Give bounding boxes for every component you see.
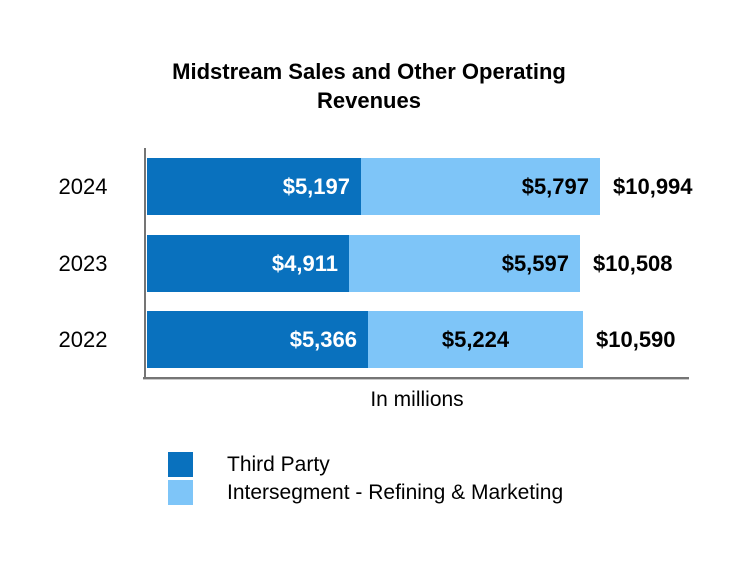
legend-label: Intersegment - Refining & Marketing: [227, 480, 564, 504]
bar-row-2022: $5,366 $5,224 $10,590: [147, 311, 676, 368]
bar-total-2022: $10,590: [596, 326, 676, 352]
x-axis-line: [143, 377, 689, 380]
y-axis-line: [144, 148, 146, 379]
bar-segment-2024-series0: $5,197: [147, 158, 361, 215]
bar-segment-value: $5,224: [441, 326, 510, 352]
legend-item-intersegment: Intersegment - Refining & Marketing: [168, 480, 563, 505]
bar-segment-2022-series1: $5,224: [368, 311, 583, 368]
bar-segment-value: $4,911: [271, 250, 338, 276]
bar-segment-2022-series0: $5,366: [147, 311, 368, 368]
bar-segment-value: $5,366: [289, 326, 357, 352]
year-label-2023: 2023: [58, 251, 108, 276]
legend-swatch-intersegment: [168, 480, 193, 505]
bar-segment-2023-series1: $5,597: [349, 235, 580, 292]
bar-segment-value: $5,797: [521, 173, 589, 199]
chart-title: Midstream Sales and Other Operating Reve…: [172, 59, 566, 113]
bar-total-2024: $10,994: [613, 173, 693, 199]
bar-segment-value: $5,197: [282, 173, 350, 199]
bar-total-2023: $10,508: [593, 250, 673, 276]
bar-segment-2024-series1: $5,797: [361, 158, 600, 215]
bar-segment-2023-series0: $4,911: [147, 235, 349, 292]
bar-row-2023: $4,911 $5,597 $10,508: [147, 235, 673, 292]
bar-row-2024: $5,197 $5,797 $10,994: [147, 158, 693, 215]
legend-swatch-third-party: [168, 452, 193, 477]
x-axis-caption: In millions: [370, 388, 464, 411]
legend-item-third-party: Third Party: [168, 452, 563, 477]
year-label-2022: 2022: [58, 327, 108, 352]
year-label-2024: 2024: [58, 174, 108, 199]
bar-segment-value: $5,597: [501, 250, 569, 276]
legend: Third Party Intersegment - Refining & Ma…: [168, 452, 563, 505]
legend-label: Third Party: [227, 452, 330, 476]
